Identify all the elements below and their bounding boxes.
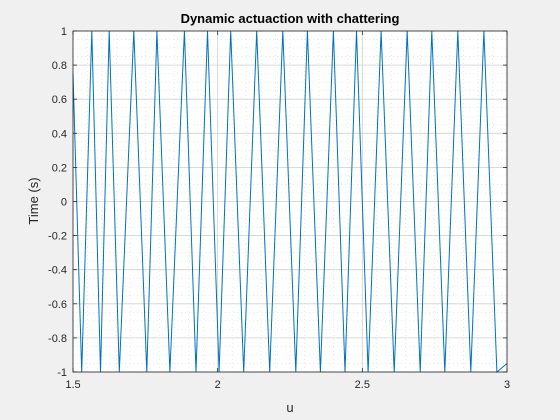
x-tick-label: 1.5 xyxy=(65,379,80,391)
y-tick-label: 0 xyxy=(61,197,67,209)
y-tick-label: -0.8 xyxy=(48,333,67,345)
x-tick-label: 2 xyxy=(215,379,221,391)
x-tick-labels: 1.5 2 2.5 3 xyxy=(65,379,510,391)
y-tick-label: 0.4 xyxy=(52,128,67,140)
x-tick-label: 3 xyxy=(504,379,510,391)
y-tick-label: 1 xyxy=(61,26,67,38)
tick-marks xyxy=(72,30,508,373)
y-tick-labels: -1 -0.8 -0.6 -0.4 -0.2 0 0.2 0.4 0.6 0.8 1 xyxy=(48,26,67,379)
x-tick-label: 2.5 xyxy=(355,379,370,391)
y-tick-label: 0.8 xyxy=(52,60,67,72)
y-tick-label: 0.2 xyxy=(52,162,67,174)
chart-title: Dynamic actuaction with chattering xyxy=(181,11,400,26)
x-axis-label: u xyxy=(286,400,293,415)
y-tick-label: -0.6 xyxy=(48,299,67,311)
y-tick-label: 0.6 xyxy=(52,94,67,106)
y-tick-label: -0.4 xyxy=(48,265,67,277)
y-tick-label: -1 xyxy=(57,367,67,379)
y-axis-label: Time (s) xyxy=(26,177,41,224)
y-tick-label: -0.2 xyxy=(48,231,67,243)
